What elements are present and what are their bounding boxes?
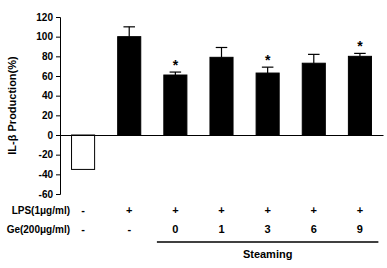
y-tick: 120 — [36, 12, 60, 23]
bar — [118, 37, 141, 135]
significance-star: * — [265, 52, 271, 68]
y-tick-mark — [56, 37, 60, 38]
bar — [164, 75, 187, 135]
y-tick-label: 0 — [47, 130, 53, 141]
plot-area — [72, 27, 372, 170]
y-tick: -60 — [39, 189, 60, 200]
y-tick-label: 20 — [42, 110, 54, 121]
row-label: LPS(1μg/ml) — [12, 205, 70, 216]
y-tick-mark — [56, 194, 60, 195]
error-bar-cap — [216, 47, 228, 48]
row-value: + — [357, 204, 363, 216]
error-bar-stem — [221, 47, 222, 57]
y-tick-label: -40 — [39, 169, 54, 180]
y-tick-label: -60 — [39, 189, 54, 200]
y-tick: 0 — [47, 130, 60, 141]
error-bar-stem — [129, 27, 130, 37]
y-tick-mark — [56, 174, 60, 175]
significance-star: * — [173, 57, 179, 73]
y-axis: -60 -40 -20 0 20 40 60 80 100 120 — [36, 12, 60, 200]
row-value: 6 — [311, 223, 317, 235]
y-tick-label: 40 — [42, 90, 54, 101]
y-tick-label: 80 — [42, 51, 54, 62]
y-tick-mark — [56, 76, 60, 77]
row-value: - — [81, 223, 85, 235]
y-tick: -20 — [39, 149, 60, 160]
row-value: + — [126, 204, 132, 216]
bar — [256, 73, 279, 135]
y-tick: 40 — [42, 90, 60, 101]
error-bar — [216, 47, 228, 57]
y-tick: -40 — [39, 169, 60, 180]
significance-star: * — [357, 38, 363, 54]
y-tick-label: 100 — [36, 31, 53, 42]
group-label: Steaming — [243, 248, 293, 260]
y-tick: 20 — [42, 110, 60, 121]
error-bar-cap — [123, 26, 135, 27]
y-axis-title: IL-β Production(%) — [6, 56, 18, 155]
y-tick-mark — [56, 115, 60, 116]
error-bar — [308, 54, 320, 63]
y-tick-mark — [56, 56, 60, 57]
error-bar — [123, 27, 135, 37]
y-tick: 80 — [42, 51, 60, 62]
y-tick-mark — [56, 17, 60, 18]
row-value: + — [311, 204, 317, 216]
y-tick-mark — [56, 155, 60, 156]
x-axis — [61, 135, 384, 137]
row-label: Ge(200μg/ml) — [7, 224, 70, 235]
row-value: + — [218, 204, 224, 216]
group-line — [157, 241, 378, 243]
row-value: 9 — [357, 223, 363, 235]
y-tick: 100 — [36, 31, 60, 42]
bar — [72, 135, 95, 169]
error-bar-stem — [313, 54, 314, 63]
row-value: + — [172, 204, 178, 216]
row-value: + — [264, 204, 270, 216]
chart: -60-40-20020406080100120IL-β Production(… — [0, 0, 387, 268]
row-value: 1 — [218, 223, 224, 235]
row-value: 3 — [265, 223, 271, 235]
y-axis-line — [56, 18, 61, 195]
y-tick-label: 120 — [36, 12, 53, 23]
y-tick-mark — [56, 96, 60, 97]
row-value: - — [81, 204, 85, 216]
x-axis-line — [61, 135, 384, 136]
row-value: 0 — [172, 223, 178, 235]
bar — [302, 63, 325, 135]
row-value: - — [127, 223, 131, 235]
bar — [348, 56, 371, 135]
y-tick-label: -20 — [39, 149, 54, 160]
y-tick: 60 — [42, 71, 60, 82]
bar — [210, 57, 233, 135]
y-tick-mark — [56, 135, 60, 136]
error-bar-cap — [308, 54, 320, 55]
y-tick-label: 60 — [42, 71, 54, 82]
